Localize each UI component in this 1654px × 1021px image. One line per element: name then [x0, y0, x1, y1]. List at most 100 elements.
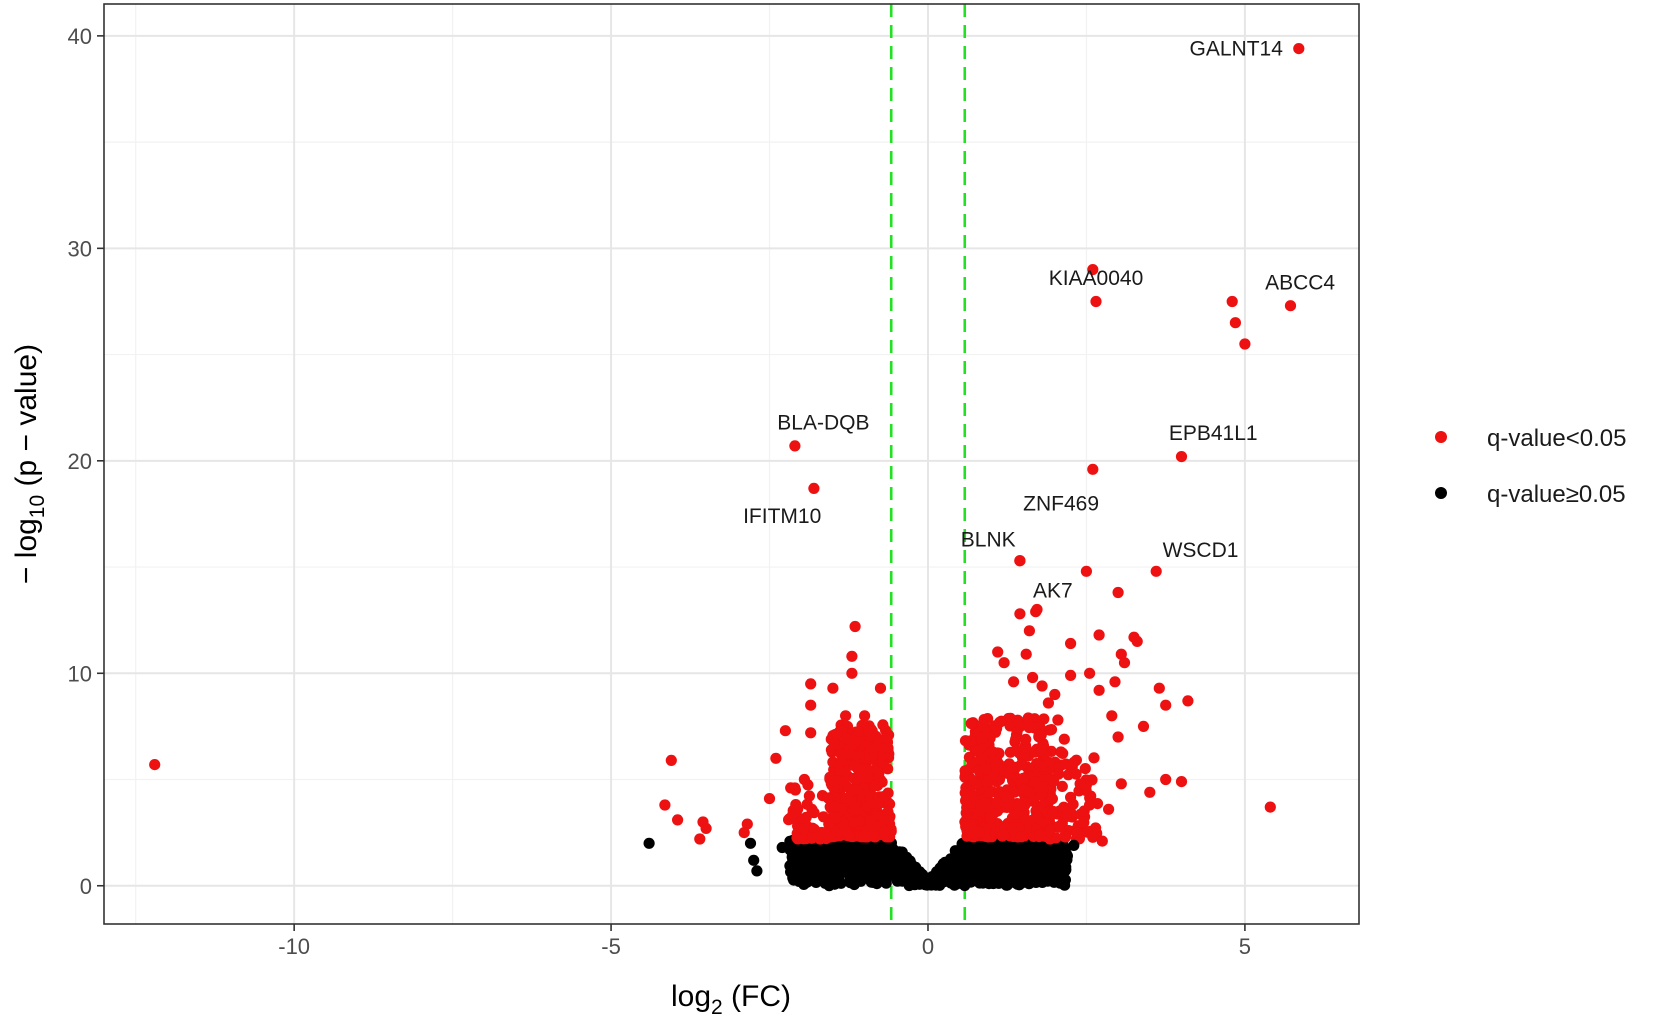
- point-nonsignificant: [1058, 863, 1070, 875]
- point-significant: [871, 739, 883, 752]
- point-nonsignificant: [891, 867, 903, 880]
- point-significant: [808, 807, 820, 819]
- point-significant: [974, 826, 986, 838]
- point-significant: [694, 833, 706, 845]
- point-significant: [840, 710, 852, 722]
- point-significant: [1153, 682, 1165, 694]
- point-significant: [882, 787, 894, 799]
- point-significant: [874, 682, 887, 694]
- point-significant: [822, 792, 834, 804]
- point-significant: [1033, 729, 1045, 741]
- point-significant: [1079, 763, 1091, 775]
- point-significant: [1264, 801, 1276, 813]
- point-significant: [1035, 745, 1047, 757]
- point-labeled-gene: [1090, 295, 1102, 308]
- point-nonsignificant: [1030, 876, 1042, 889]
- x-tick-label: -5: [601, 934, 621, 959]
- gene-labels: GALNT14 KIAA0040 ABCC4 BLA-DQB IFITM10 EPB41L…: [743, 38, 1335, 603]
- point-nonsignificant: [861, 850, 873, 862]
- point-significant: [797, 833, 810, 845]
- point-significant: [1019, 814, 1031, 826]
- point-significant: [849, 620, 861, 633]
- point-significant: [1103, 803, 1115, 815]
- point-significant: [819, 827, 831, 839]
- point-significant: [873, 767, 885, 780]
- point-significant: [842, 748, 854, 760]
- point-labeled-gene: [1284, 300, 1297, 312]
- point-significant: [1065, 791, 1077, 803]
- plot-panel-border: [103, 3, 1360, 925]
- point-nonsignificant: [1020, 848, 1032, 860]
- point-significant: [1144, 786, 1156, 798]
- point-significant: [1010, 808, 1022, 820]
- point-significant: [846, 650, 858, 662]
- point-significant: [1048, 775, 1060, 787]
- point-significant: [960, 821, 972, 833]
- point-significant: [853, 726, 866, 738]
- point-significant: [1047, 808, 1059, 820]
- y-tick-label: 0: [80, 874, 92, 899]
- point-significant: [1087, 264, 1099, 276]
- point-nonsignificant: [1068, 839, 1080, 852]
- point-significant: [1065, 669, 1077, 682]
- gene-label: BLA-DQB: [777, 412, 869, 435]
- point-significant: [789, 782, 801, 794]
- point-significant: [979, 763, 991, 775]
- point-significant: [1112, 586, 1124, 599]
- point-significant: [1087, 831, 1099, 843]
- point-significant: [862, 764, 875, 776]
- point-significant: [1003, 712, 1015, 725]
- point-significant: [1020, 733, 1032, 746]
- point-significant: [959, 765, 971, 777]
- point-nonsignificant: [971, 853, 983, 866]
- point-significant: [805, 678, 817, 690]
- plot-panel-background: [104, 4, 1359, 924]
- point-significant: [1060, 811, 1072, 823]
- point-significant: [859, 710, 871, 722]
- point-significant: [1093, 629, 1105, 641]
- point-significant: [1115, 778, 1127, 790]
- point-nonsignificant: [863, 869, 875, 881]
- point-nonsignificant: [1050, 859, 1062, 872]
- point-nonsignificant: [1002, 864, 1014, 877]
- point-nonsignificant: [1059, 879, 1071, 891]
- legend-label-significant: q-value<0.05: [1487, 425, 1626, 452]
- point-significant: [991, 796, 1003, 809]
- point-significant: [1118, 657, 1131, 669]
- point-nonsignificant: [982, 858, 994, 870]
- point-significant: [808, 823, 821, 836]
- point-significant: [1058, 733, 1070, 745]
- point-significant: [665, 754, 677, 767]
- point-labeled-gene: [1175, 451, 1188, 463]
- point-labeled-gene: [808, 482, 820, 494]
- point-significant: [1229, 317, 1241, 329]
- point-significant: [1015, 831, 1027, 843]
- point-significant: [1131, 635, 1143, 648]
- point-significant: [883, 814, 895, 826]
- gene-label: EPB41L1: [1169, 422, 1258, 445]
- point-significant: [1078, 816, 1090, 829]
- point-significant: [997, 829, 1010, 841]
- point-significant: [834, 764, 847, 776]
- point-significant: [1020, 648, 1032, 660]
- point-significant: [848, 816, 860, 828]
- point-significant: [805, 699, 817, 711]
- point-nonsignificant: [744, 837, 757, 849]
- x-tick-label: -10: [278, 934, 310, 959]
- point-nonsignificant: [1016, 877, 1028, 889]
- point-labeled-gene: [789, 440, 801, 452]
- point-significant: [741, 818, 753, 830]
- point-significant: [1020, 742, 1032, 755]
- point-significant: [1008, 676, 1020, 688]
- point-significant: [1084, 667, 1096, 679]
- y-axis-title: − log10 (p − value): [10, 344, 49, 584]
- point-significant: [1226, 295, 1238, 308]
- point-significant: [1010, 733, 1022, 745]
- point-significant: [852, 784, 864, 796]
- point-significant: [994, 716, 1006, 728]
- point-nonsignificant: [1061, 850, 1073, 862]
- point-labeled-gene: [1031, 603, 1043, 616]
- y-tick-label: 20: [68, 449, 92, 474]
- y-tick-label: 40: [68, 24, 92, 49]
